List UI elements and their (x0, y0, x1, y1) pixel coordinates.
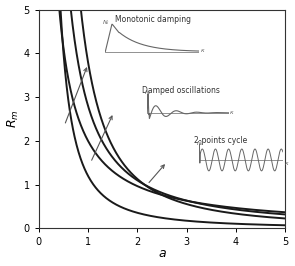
Text: Damped oscillations: Damped oscillations (142, 86, 220, 95)
Text: 2-points cycle: 2-points cycle (194, 136, 247, 146)
Text: Monotonic damping: Monotonic damping (115, 15, 191, 24)
X-axis label: a: a (158, 247, 166, 260)
Y-axis label: $R_m$: $R_m$ (6, 110, 21, 128)
